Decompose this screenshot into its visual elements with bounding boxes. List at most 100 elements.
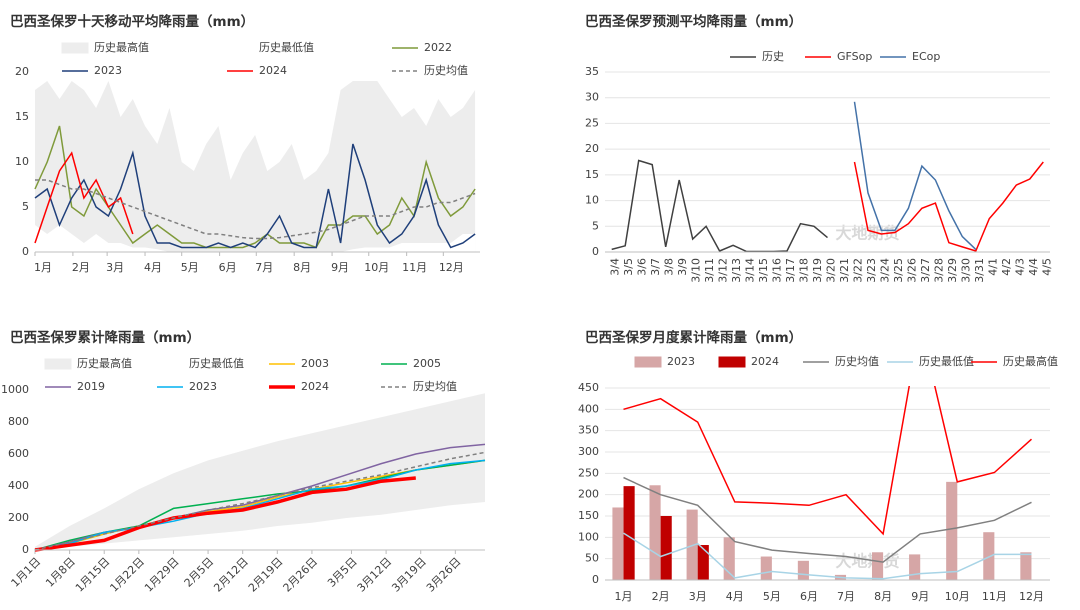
x-tick-label: 3/31 — [973, 258, 986, 283]
x-tick-label: 3/13 — [730, 258, 743, 283]
legend-swatch — [157, 359, 183, 369]
legend-label: 2024 — [301, 380, 329, 393]
line — [623, 532, 1032, 580]
y-tick-label: 15 — [15, 110, 29, 123]
area — [35, 81, 476, 252]
x-tick-label: 2月26日 — [281, 555, 321, 595]
legend-label: 2024 — [751, 355, 779, 368]
x-tick-label: 11月 — [402, 261, 427, 274]
x-tick-label: 1月 — [34, 261, 52, 274]
legend-label: 2023 — [94, 64, 122, 77]
x-tick-label: 3/7 — [649, 258, 662, 276]
x-tick-label: 3月 — [689, 590, 707, 603]
legend-label: 历史均值 — [424, 64, 468, 77]
x-tick-label: 3/21 — [838, 258, 851, 283]
bar — [760, 556, 772, 580]
y-tick-label: 100 — [578, 530, 599, 543]
line — [853, 161, 1044, 252]
y-tick-label: 50 — [585, 552, 599, 565]
x-tick-label: 2月12日 — [211, 555, 251, 595]
legend-swatch — [227, 43, 253, 53]
legend-label: 历史 — [762, 50, 784, 63]
legend-label: 2024 — [259, 64, 287, 77]
y-tick-label: 200 — [578, 488, 599, 501]
legend-label: 历史均值 — [413, 380, 457, 393]
x-tick-label: 6月 — [800, 590, 818, 603]
x-tick-label: 11月 — [982, 590, 1007, 603]
y-tick-label: 10 — [15, 155, 29, 168]
x-tick-label: 2月 — [652, 590, 670, 603]
chart-title: 巴西圣保罗累计降雨量（mm） — [10, 329, 200, 346]
area — [35, 225, 476, 252]
x-tick-label: 7月 — [255, 261, 273, 274]
y-tick-label: 20 — [15, 65, 29, 78]
legend-label: 2019 — [77, 380, 105, 393]
line — [34, 459, 486, 551]
x-tick-label: 4/3 — [1013, 258, 1026, 276]
line — [623, 476, 1032, 563]
x-tick-label: 3/18 — [798, 258, 811, 283]
y-tick-label: 35 — [585, 65, 599, 78]
x-tick-label: 1月22日 — [107, 555, 147, 595]
x-tick-label: 9月 — [331, 261, 349, 274]
legend-label: 历史最高值 — [1003, 354, 1058, 368]
x-tick-label: 12月 — [1019, 590, 1044, 603]
x-tick-label: 3/24 — [878, 258, 891, 283]
line — [34, 476, 416, 552]
legend-swatch — [61, 42, 89, 54]
x-tick-label: 3/10 — [690, 258, 703, 283]
x-tick-label: 3月19日 — [389, 555, 429, 595]
legend-label: GFSop — [837, 50, 872, 63]
y-tick-label: 30 — [585, 91, 599, 104]
line — [35, 179, 476, 240]
line — [34, 143, 476, 249]
x-tick-label: 4/5 — [1040, 258, 1053, 276]
x-tick-label: 3/28 — [932, 258, 945, 283]
legend-swatch — [44, 358, 72, 370]
y-tick-label: 400 — [578, 402, 599, 415]
y-tick-label: 1000 — [1, 383, 29, 396]
x-tick-label: 8月 — [874, 590, 892, 603]
legend-label: 历史最高值 — [77, 356, 132, 370]
x-tick-label: 3/4 — [609, 258, 622, 276]
x-tick-label: 8月 — [293, 261, 311, 274]
y-tick-label: 10 — [585, 194, 599, 207]
x-tick-label: 3/14 — [744, 258, 757, 283]
legend-swatch — [634, 356, 662, 368]
area — [35, 393, 485, 550]
x-tick-label: 1月15日 — [73, 555, 113, 595]
x-tick-label: 4/1 — [986, 258, 999, 276]
legend-label: 2023 — [667, 355, 695, 368]
x-tick-label: 3/12 — [717, 258, 730, 283]
x-tick-label: 3/26 — [905, 258, 918, 283]
x-tick-label: 3/17 — [784, 258, 797, 283]
x-tick-label: 3/23 — [865, 258, 878, 283]
legend-label: 历史最高值 — [94, 40, 149, 54]
x-tick-label: 3/16 — [771, 258, 784, 283]
x-tick-label: 3/5 — [622, 258, 635, 276]
legend-label: 2022 — [424, 41, 452, 54]
x-tick-label: 3/19 — [811, 258, 824, 283]
x-tick-label: 3月26日 — [424, 555, 464, 595]
legend-label: 2003 — [301, 357, 329, 370]
x-tick-label: 3月 — [106, 261, 124, 274]
x-tick-label: 9月 — [911, 590, 929, 603]
bar — [623, 486, 635, 580]
x-tick-label: 5月 — [181, 261, 199, 274]
x-tick-label: 3/11 — [703, 258, 716, 283]
x-tick-label: 3/20 — [825, 258, 838, 283]
x-tick-label: 3/27 — [919, 258, 932, 283]
y-tick-label: 150 — [578, 509, 599, 522]
x-tick-label: 6月 — [219, 261, 237, 274]
bar — [797, 560, 809, 580]
bar — [686, 509, 698, 580]
y-tick-label: 0 — [592, 245, 599, 258]
x-tick-label: 2月 — [72, 261, 90, 274]
x-tick-label: 3/30 — [959, 258, 972, 283]
chart-title: 巴西圣保罗十天移动平均降雨量（mm） — [10, 13, 254, 30]
bar — [723, 537, 735, 580]
x-tick-label: 4/2 — [1000, 258, 1013, 276]
x-tick-label: 12月 — [439, 261, 464, 274]
bar — [983, 532, 995, 580]
